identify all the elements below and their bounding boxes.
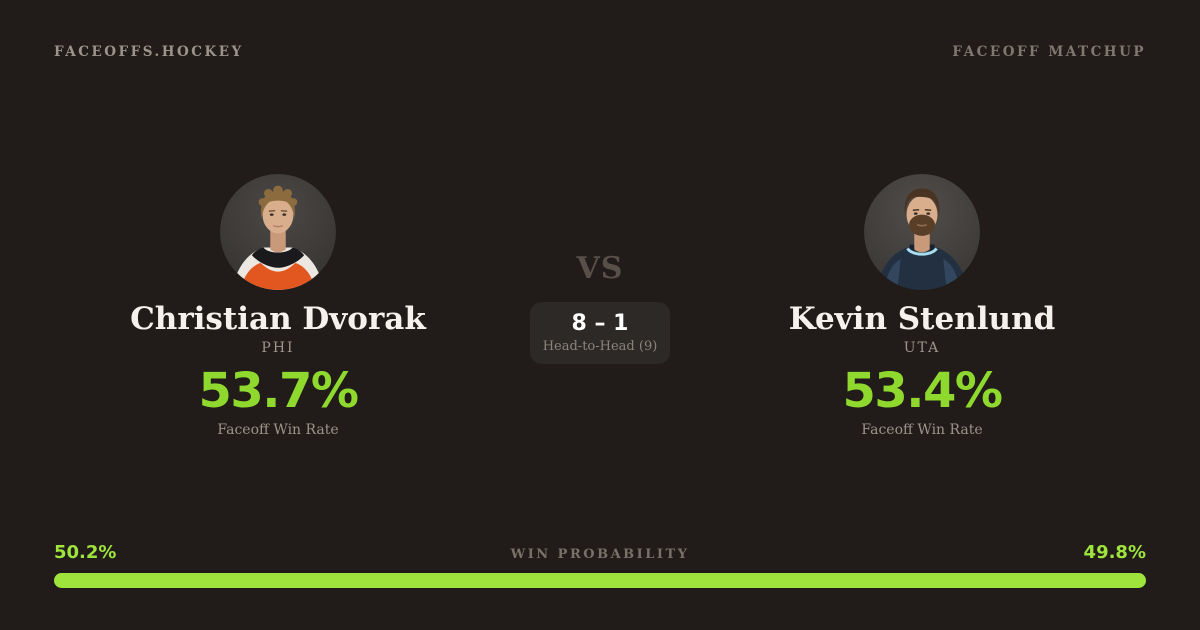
player-name-left: Christian Dvorak [130, 301, 426, 337]
win-probability-section: 50.2% WIN PROBABILITY 49.8% [54, 543, 1146, 588]
win-probability-bar [54, 572, 1146, 588]
win-probability-segment-left [54, 572, 603, 588]
win-rate-label-right: Faceoff Win Rate [861, 422, 983, 439]
brand-logo: FACEOFFS.HOCKEY [54, 44, 244, 60]
team-code-right: UTA [903, 340, 941, 357]
head-to-head-box: 8 – 1 Head-to-Head (9) [530, 302, 670, 365]
matchup-center: VS 8 – 1 Head-to-Head (9) [460, 251, 740, 365]
win-probability-right-value: 49.8% [1083, 542, 1146, 563]
win-probability-left-value: 50.2% [54, 542, 117, 563]
vs-label: VS [576, 251, 624, 286]
player-portrait-illustration [220, 174, 336, 290]
player-photo-left [220, 174, 336, 290]
head-to-head-label: Head-to-Head (9) [542, 339, 658, 355]
win-probability-title: WIN PROBABILITY [510, 547, 690, 562]
head-to-head-score: 8 – 1 [571, 311, 629, 336]
player-portrait-illustration [864, 174, 980, 290]
win-probability-segment-right [602, 572, 1146, 588]
team-code-left: PHI [261, 340, 295, 357]
win-probability-row: 50.2% WIN PROBABILITY 49.8% [54, 543, 1146, 563]
player-photo-right [864, 174, 980, 290]
page-label: FACEOFF MATCHUP [952, 44, 1146, 60]
faceoff-win-rate-right: 53.4% [842, 363, 1003, 420]
player-name-right: Kevin Stenlund [788, 301, 1056, 337]
player-card-left: Christian Dvorak PHI 53.7% Faceoff Win R… [98, 174, 458, 438]
faceoff-win-rate-left: 53.7% [198, 363, 359, 420]
player-card-right: Kevin Stenlund UTA 53.4% Faceoff Win Rat… [742, 174, 1102, 438]
win-rate-label-left: Faceoff Win Rate [217, 422, 339, 439]
